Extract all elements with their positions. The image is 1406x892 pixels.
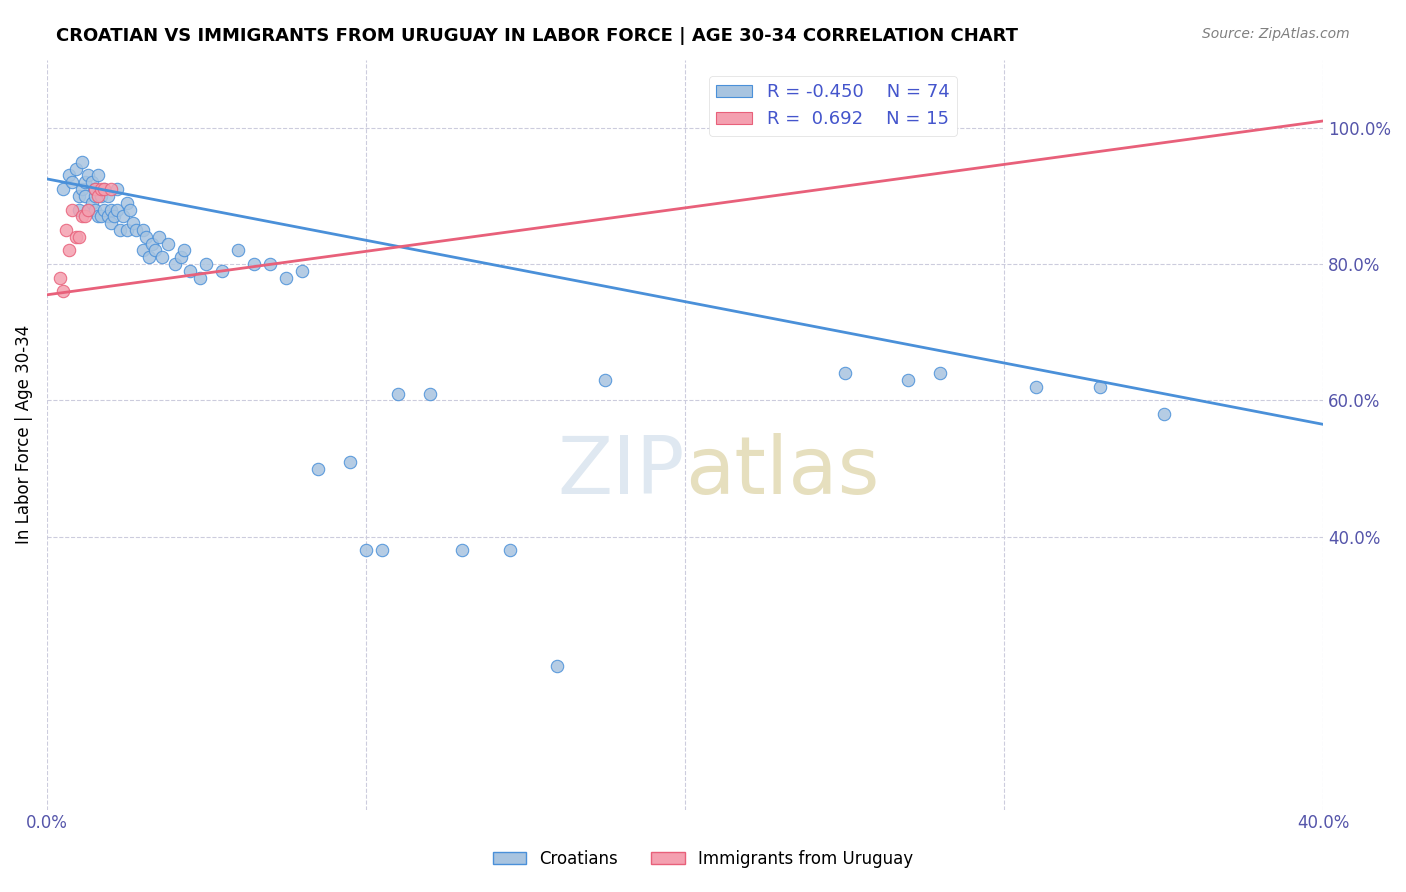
- Point: [125, 223, 148, 237]
- Point: [339, 455, 361, 469]
- Point: [115, 223, 138, 237]
- Point: [138, 250, 160, 264]
- Point: [70, 182, 93, 196]
- Point: [276, 270, 298, 285]
- Point: [96, 210, 118, 224]
- Point: [150, 250, 173, 264]
- Point: [1025, 380, 1047, 394]
- Point: [80, 195, 103, 210]
- Point: [83, 189, 105, 203]
- Point: [834, 366, 856, 380]
- Point: [52, 182, 75, 196]
- Text: atlas: atlas: [685, 434, 879, 511]
- Point: [100, 216, 122, 230]
- Point: [77, 169, 100, 183]
- Point: [112, 210, 135, 224]
- Point: [179, 264, 201, 278]
- Point: [52, 285, 75, 299]
- Point: [354, 543, 377, 558]
- Point: [87, 169, 110, 183]
- Point: [131, 244, 153, 258]
- Point: [55, 223, 77, 237]
- Point: [929, 366, 952, 380]
- Point: [75, 210, 97, 224]
- Point: [58, 169, 80, 183]
- Point: [259, 257, 281, 271]
- Point: [48, 270, 70, 285]
- Point: [546, 659, 568, 673]
- Point: [75, 189, 97, 203]
- Point: [371, 543, 394, 558]
- Point: [135, 230, 157, 244]
- Point: [62, 202, 84, 217]
- Text: ZIP: ZIP: [558, 434, 685, 511]
- Point: [148, 230, 170, 244]
- Point: [211, 264, 233, 278]
- Point: [195, 257, 218, 271]
- Point: [498, 543, 520, 558]
- Point: [141, 236, 163, 251]
- Point: [93, 182, 115, 196]
- Point: [100, 202, 122, 217]
- Point: [188, 270, 211, 285]
- Point: [173, 244, 195, 258]
- Point: [62, 175, 84, 189]
- Point: [450, 543, 472, 558]
- Point: [67, 189, 90, 203]
- Text: CROATIAN VS IMMIGRANTS FROM URUGUAY IN LABOR FORCE | AGE 30-34 CORRELATION CHART: CROATIAN VS IMMIGRANTS FROM URUGUAY IN L…: [56, 27, 1018, 45]
- Point: [83, 182, 105, 196]
- Point: [163, 257, 186, 271]
- Point: [90, 210, 112, 224]
- Point: [1088, 380, 1111, 394]
- Point: [897, 373, 920, 387]
- Point: [291, 264, 314, 278]
- Point: [122, 216, 145, 230]
- Point: [157, 236, 180, 251]
- Point: [307, 461, 329, 475]
- Point: [58, 244, 80, 258]
- Point: [115, 195, 138, 210]
- Point: [65, 230, 87, 244]
- Point: [67, 230, 90, 244]
- Point: [77, 202, 100, 217]
- Point: [593, 373, 616, 387]
- Point: [90, 182, 112, 196]
- Point: [83, 182, 105, 196]
- Point: [145, 244, 167, 258]
- Legend: R = -0.450    N = 74, R =  0.692    N = 15: R = -0.450 N = 74, R = 0.692 N = 15: [709, 76, 956, 136]
- Point: [90, 189, 112, 203]
- Point: [118, 202, 141, 217]
- Point: [87, 189, 110, 203]
- Legend: Croatians, Immigrants from Uruguay: Croatians, Immigrants from Uruguay: [486, 844, 920, 875]
- Point: [77, 202, 100, 217]
- Point: [100, 182, 122, 196]
- Point: [70, 154, 93, 169]
- Point: [87, 210, 110, 224]
- Point: [103, 210, 125, 224]
- Point: [67, 202, 90, 217]
- Point: [131, 223, 153, 237]
- Y-axis label: In Labor Force | Age 30-34: In Labor Force | Age 30-34: [15, 325, 32, 544]
- Point: [65, 161, 87, 176]
- Point: [93, 202, 115, 217]
- Point: [80, 175, 103, 189]
- Point: [96, 189, 118, 203]
- Point: [110, 223, 132, 237]
- Point: [419, 386, 441, 401]
- Point: [105, 182, 128, 196]
- Point: [170, 250, 193, 264]
- Point: [243, 257, 266, 271]
- Text: Source: ZipAtlas.com: Source: ZipAtlas.com: [1202, 27, 1350, 41]
- Point: [83, 202, 105, 217]
- Point: [75, 175, 97, 189]
- Point: [387, 386, 409, 401]
- Point: [1153, 407, 1175, 421]
- Point: [70, 210, 93, 224]
- Point: [228, 244, 250, 258]
- Point: [105, 202, 128, 217]
- Point: [93, 182, 115, 196]
